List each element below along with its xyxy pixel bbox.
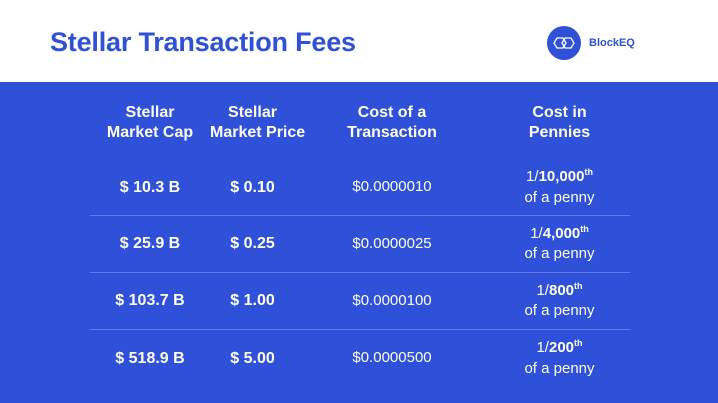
table-row: $ 518.9 B $ 5.00 $0.0000500 1/200th of a… (90, 330, 630, 387)
market-price-cell: $ 0.10 (230, 178, 275, 196)
pennies-cell: 1/800th of a penny (489, 281, 630, 322)
column-header-line: Cost of a (357, 103, 427, 121)
market-price-cell: $ 1.00 (230, 292, 275, 310)
pennies-prefix: 1/ (530, 224, 543, 242)
column-header-transaction-cost: Cost of a Transaction (295, 103, 489, 144)
column-header-market-price: Stellar Market Price (210, 103, 306, 144)
fee-table: Stellar Market Cap Stellar Market Price … (90, 82, 630, 387)
content-panel: Stellar Market Cap Stellar Market Price … (0, 82, 718, 403)
market-price-cell: $ 0.25 (230, 235, 275, 253)
page-title: Stellar Transaction Fees (50, 27, 356, 57)
pennies-prefix: 1/ (536, 281, 549, 299)
pennies-cell: 1/4,000th of a penny (489, 224, 630, 265)
column-header-line: Cost in (532, 103, 587, 121)
pennies-fraction: 1/10,000th (489, 167, 630, 187)
pennies-suffix: th (574, 338, 583, 349)
pennies-amount: 200 (548, 339, 575, 357)
pennies-unit: of a penny (524, 302, 595, 319)
column-header-line: Stellar (228, 103, 277, 121)
transaction-cost-cell: $0.0000010 (352, 178, 432, 196)
market-cap-cell: $ 518.9 B (115, 349, 185, 367)
pennies-fraction: 1/200th (489, 338, 630, 358)
market-price-cell: $ 5.00 (230, 349, 275, 367)
pennies-amount: 800 (548, 281, 575, 299)
pennies-suffix: th (584, 167, 593, 178)
pennies-prefix: 1/ (536, 339, 549, 357)
pennies-unit: of a penny (524, 245, 595, 262)
column-header-line: Pennies (528, 124, 591, 141)
column-header-line: Market Cap (106, 124, 194, 141)
transaction-cost-cell: $0.0000500 (352, 349, 432, 367)
pennies-prefix: 1/ (526, 168, 539, 186)
pennies-amount: 4,000 (542, 224, 581, 242)
market-cap-cell: $ 103.7 B (115, 292, 185, 310)
transaction-cost-cell: $0.0000025 (352, 234, 432, 252)
table-row: $ 10.3 B $ 0.10 $0.0000010 1/10,000th of… (90, 160, 630, 216)
blockeq-logo-icon (547, 26, 581, 60)
pennies-suffix: th (574, 280, 583, 291)
pennies-suffix: th (580, 223, 589, 234)
transaction-cost-cell: $0.0000100 (352, 291, 432, 309)
market-cap-cell: $ 10.3 B (119, 178, 181, 196)
column-header-line: Transaction (347, 124, 437, 141)
pennies-cell: 1/10,000th of a penny (489, 167, 630, 208)
header: Stellar Transaction Fees BlockEQ (0, 0, 718, 82)
column-header-line: Stellar (125, 103, 175, 121)
pennies-fraction: 1/4,000th (489, 224, 630, 244)
column-header-line: Market Price (210, 124, 306, 141)
column-header-market-cap: Stellar Market Cap (90, 103, 210, 144)
pennies-cell: 1/200th of a penny (489, 338, 630, 379)
table-header-row: Stellar Market Cap Stellar Market Price … (90, 82, 630, 160)
brand: BlockEQ (547, 26, 635, 60)
table-row: $ 25.9 B $ 0.25 $0.0000025 1/4,000th of … (90, 216, 630, 273)
column-header-pennies: Cost in Pennies (489, 103, 630, 144)
pennies-fraction: 1/800th (489, 281, 630, 301)
table-row: $ 103.7 B $ 1.00 $0.0000100 1/800th of a… (90, 273, 630, 330)
market-cap-cell: $ 25.9 B (119, 235, 181, 253)
pennies-amount: 10,000 (538, 168, 585, 186)
brand-name: BlockEQ (589, 37, 635, 49)
pennies-unit: of a penny (524, 359, 595, 377)
pennies-unit: of a penny (524, 188, 595, 206)
